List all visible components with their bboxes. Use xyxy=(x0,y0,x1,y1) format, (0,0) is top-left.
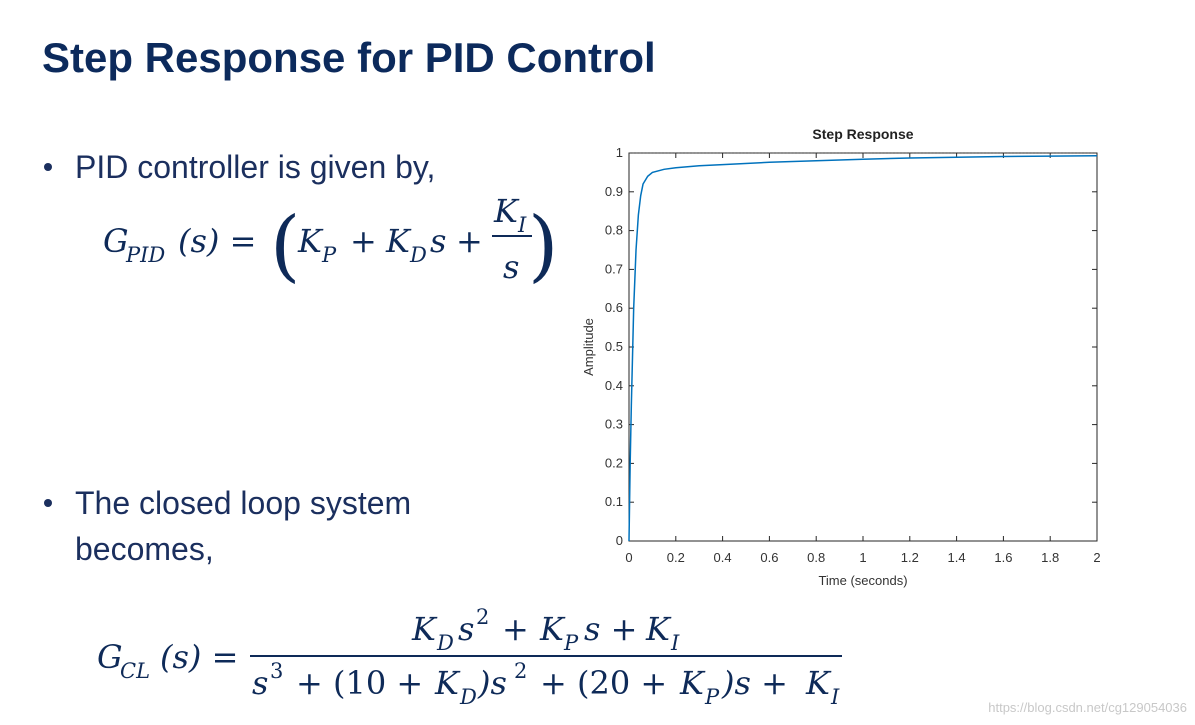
math-subscript: CL xyxy=(120,659,150,683)
y-tick-label: 0.7 xyxy=(605,261,623,276)
y-tick-label: 0 xyxy=(616,533,623,548)
math-operator: + xyxy=(456,222,483,260)
y-tick-label: 1 xyxy=(616,145,623,160)
response-line xyxy=(628,154,1098,542)
x-tick-label: 0.2 xyxy=(667,550,685,565)
math-operator: + xyxy=(350,222,377,260)
math-symbol: G xyxy=(103,222,129,260)
math-symbol: s + xyxy=(584,610,637,648)
math-symbol: s xyxy=(430,222,446,260)
math-symbol: )s xyxy=(477,664,507,702)
y-tick-label: 0.8 xyxy=(605,223,623,238)
math-symbol: (s) = xyxy=(160,638,238,676)
y-tick-label: 0.2 xyxy=(605,455,623,470)
math-superscript: 3 xyxy=(270,659,283,683)
math-subscript: I xyxy=(517,213,527,237)
x-tick-label: 0 xyxy=(625,550,632,565)
x-tick-label: 1.2 xyxy=(901,550,919,565)
y-tick-label: 0.5 xyxy=(605,339,623,354)
math-operator: + (20 + xyxy=(540,664,667,702)
x-tick-label: 1.6 xyxy=(994,550,1012,565)
math-symbol: s xyxy=(503,248,519,286)
bullet-text: PID controller is given by, xyxy=(75,149,435,185)
bullet-dot xyxy=(44,163,52,171)
math-symbol: s xyxy=(458,610,474,648)
watermark: https://blog.csdn.net/cg129054036 xyxy=(988,700,1187,715)
x-axis-label: Time (seconds) xyxy=(818,573,907,588)
x-tick-label: 1 xyxy=(859,550,866,565)
pid-formula: G PID (s) = ( K P + K D s + K I s ) xyxy=(103,192,558,291)
closed-loop-formula: G CL (s) = K D s 2 + K P s + K I s 3 + (… xyxy=(97,605,842,709)
y-tick-label: 0.3 xyxy=(605,417,623,432)
bullet-text: becomes, xyxy=(75,531,214,567)
math-subscript: P xyxy=(321,243,337,267)
math-paren: ) xyxy=(528,201,558,291)
plot-area xyxy=(628,152,1098,542)
math-subscript: D xyxy=(409,243,427,267)
math-operator: + xyxy=(502,610,529,648)
math-subscript: I xyxy=(830,685,840,709)
y-tick-label: 0.6 xyxy=(605,300,623,315)
x-tick-label: 0.8 xyxy=(807,550,825,565)
x-tick-label: 0.6 xyxy=(760,550,778,565)
y-axis-label: Amplitude xyxy=(581,318,596,376)
math-symbol: K xyxy=(411,610,438,648)
math-subscript: I xyxy=(670,631,680,655)
math-subscript: P xyxy=(704,685,720,709)
math-operator: + (10 + xyxy=(296,664,423,702)
math-symbol: G xyxy=(97,638,123,676)
x-tick-label: 1.4 xyxy=(948,550,966,565)
x-tick-label: 1.8 xyxy=(1041,550,1059,565)
bullet-text: The closed loop system xyxy=(75,485,411,521)
bullet-dot xyxy=(44,499,52,507)
math-symbol: K xyxy=(805,664,832,702)
slide-title: Step Response for PID Control xyxy=(42,34,656,81)
y-tick-label: 0.4 xyxy=(605,378,623,393)
math-symbol: (s) = xyxy=(178,222,256,260)
y-tick-label: 0.9 xyxy=(605,184,623,199)
math-subscript: D xyxy=(459,685,477,709)
math-symbol: K xyxy=(434,664,461,702)
math-subscript: D xyxy=(436,631,454,655)
math-symbol: K xyxy=(493,192,520,230)
x-tick-label: 2 xyxy=(1093,550,1100,565)
chart: Step Response Time (seconds) Amplitude 0… xyxy=(581,126,1101,588)
chart-title: Step Response xyxy=(812,126,913,142)
y-tick-label: 0.1 xyxy=(605,494,623,509)
math-symbol: )s + xyxy=(721,664,788,702)
math-symbol: K xyxy=(679,664,706,702)
math-symbol: s xyxy=(252,664,268,702)
math-superscript: 2 xyxy=(514,659,527,683)
math-subscript: PID xyxy=(125,243,165,267)
math-paren: ( xyxy=(270,201,300,291)
math-subscript: P xyxy=(563,631,579,655)
math-symbol: K xyxy=(645,610,672,648)
math-symbol: K xyxy=(297,222,324,260)
math-symbol: K xyxy=(385,222,412,260)
x-tick-label: 0.4 xyxy=(714,550,732,565)
math-superscript: 2 xyxy=(476,605,489,629)
math-symbol: K xyxy=(539,610,566,648)
